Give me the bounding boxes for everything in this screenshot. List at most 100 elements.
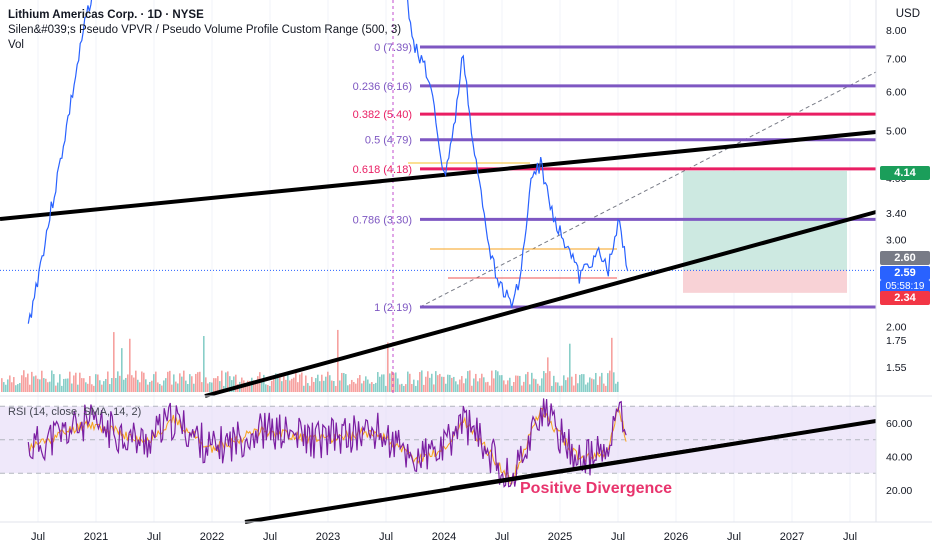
volume-bar <box>145 379 147 392</box>
volume-bar <box>79 372 81 392</box>
rsi-tick-label: 40.00 <box>886 452 912 464</box>
time-tick-label: 2027 <box>780 531 804 543</box>
volume-bar <box>411 384 413 392</box>
volume-bar <box>301 372 303 392</box>
volume-bar <box>357 378 359 392</box>
volume-bar <box>257 376 259 392</box>
volume-bar <box>349 384 351 392</box>
time-tick-label: Jul <box>843 531 857 543</box>
rsi-trend-upper <box>449 419 877 490</box>
volume-bar <box>549 371 551 392</box>
volume-bar <box>433 384 435 392</box>
volume-bar <box>149 381 151 392</box>
volume-bar <box>369 383 371 392</box>
volume-bar <box>177 383 179 392</box>
volume-bar <box>37 378 39 392</box>
volume-bar <box>15 385 17 392</box>
time-tick-label: 2026 <box>664 531 688 543</box>
volume-bar <box>269 385 271 392</box>
last-price-tag: 2.60 <box>880 251 930 265</box>
volume-bar <box>525 374 527 392</box>
volume-bar <box>505 384 507 392</box>
volume-bar <box>341 372 343 392</box>
volume-bar <box>233 376 235 392</box>
volume-bar <box>499 375 501 392</box>
volume-bar <box>615 383 617 392</box>
volume-bar <box>71 383 73 392</box>
volume-bar <box>329 375 331 392</box>
current-price-tag: 2.59 <box>880 266 930 280</box>
currency-label[interactable]: USD <box>895 8 920 20</box>
volume-bar <box>117 371 119 392</box>
volume-bar <box>207 383 209 392</box>
volume-bar <box>381 374 383 392</box>
volume-bar <box>465 378 467 392</box>
volume-bar <box>193 383 195 392</box>
volume-bar <box>229 376 231 392</box>
price-tick-label: 8.00 <box>886 25 907 37</box>
volume-bar <box>473 378 475 392</box>
volume-bar <box>109 384 111 392</box>
volume-bar <box>303 385 305 392</box>
volume-bar <box>611 337 613 392</box>
volume-bar <box>203 336 205 392</box>
volume-bar <box>555 382 557 392</box>
volume-bar <box>521 385 523 392</box>
volume-bar <box>477 381 479 392</box>
volume-bar <box>491 370 493 392</box>
volume-bar <box>423 384 425 392</box>
volume-bar <box>67 378 69 392</box>
time-tick-label: Jul <box>495 531 509 543</box>
volume-bar <box>9 375 11 392</box>
volume-bar <box>179 373 181 392</box>
volume-bar <box>183 370 185 392</box>
volume-bar <box>371 382 373 392</box>
price-tick-label: 6.00 <box>886 87 907 99</box>
volume-bar <box>213 378 215 392</box>
volume-bar <box>613 372 615 392</box>
rsi-tick-label: 60.00 <box>886 418 912 430</box>
volume-bar <box>135 370 137 392</box>
volume-bar <box>197 372 199 392</box>
volume-bar <box>483 377 485 392</box>
volume-bar <box>513 382 515 392</box>
volume-bar <box>511 385 513 392</box>
volume-bar <box>21 375 23 392</box>
volume-bar <box>543 371 545 392</box>
volume-bar <box>131 375 133 392</box>
fib-level-label: 1 (2.19) <box>374 302 412 314</box>
symbol-title[interactable]: Lithium Americas Corp. · 1D · NYSE <box>8 9 204 21</box>
volume-bar <box>111 378 113 392</box>
volume-bar <box>89 376 91 392</box>
volume-bar <box>373 384 375 392</box>
volume-bar <box>509 377 511 392</box>
volume-bar <box>163 380 165 392</box>
volume-bar <box>75 372 77 392</box>
time-tick-label: Jul <box>379 531 393 543</box>
volume-bar <box>297 382 299 392</box>
volume-title[interactable]: Vol <box>8 39 24 51</box>
volume-bar <box>121 348 123 392</box>
volume-bar <box>393 373 395 392</box>
volume-bar <box>385 385 387 392</box>
volume-bar <box>175 381 177 392</box>
volume-bar <box>137 379 139 392</box>
volume-bar <box>295 370 297 392</box>
time-tick-label: 2024 <box>432 531 456 543</box>
volume-bar <box>603 383 605 392</box>
rsi-title[interactable]: RSI (14, close, SMA, 14, 2) <box>8 406 142 418</box>
volume-bar <box>101 384 103 392</box>
time-tick-label: 2023 <box>316 531 340 543</box>
volume-bar <box>313 381 315 392</box>
time-tick-label: Jul <box>31 531 45 543</box>
indicator-title[interactable]: Silen&#039;s Pseudo VPVR / Pseudo Volume… <box>8 24 402 36</box>
volume-bar <box>515 375 517 392</box>
volume-bar <box>69 371 71 392</box>
volume-bar <box>253 380 255 392</box>
volume-bar <box>331 380 333 392</box>
volume-bar <box>185 380 187 392</box>
volume-bar <box>173 374 175 392</box>
volume-bar <box>431 373 433 392</box>
volume-bar <box>311 376 313 392</box>
